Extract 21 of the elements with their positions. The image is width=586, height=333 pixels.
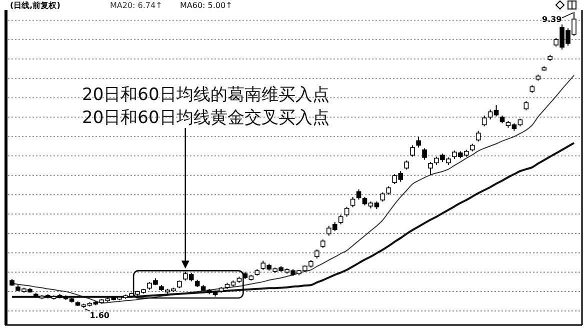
candlestick bbox=[404, 160, 409, 170]
annotation: 20日和60日均线的葛南维买入点 bbox=[82, 85, 330, 105]
text: MA60: 5.00↑ bbox=[180, 1, 232, 10]
annotation: 1.60 bbox=[90, 310, 110, 320]
text: MA20: 6.74↑ bbox=[110, 1, 162, 10]
candlestick bbox=[338, 214, 344, 225]
candlestick bbox=[524, 100, 529, 111]
chart-title: (日线,前复权) bbox=[10, 1, 60, 10]
candlestick bbox=[476, 130, 481, 142]
candlestick bbox=[416, 136, 421, 148]
annotation: 20日和60日均线黄金交叉买入点 bbox=[82, 108, 330, 128]
candlestick bbox=[356, 188, 362, 200]
candlestick bbox=[344, 206, 350, 218]
candlestick bbox=[482, 115, 487, 127]
candlestick bbox=[410, 144, 415, 158]
candlestick bbox=[350, 196, 356, 208]
candlestick bbox=[422, 148, 427, 160]
candlestick bbox=[314, 248, 320, 260]
candlestick bbox=[428, 161, 433, 176]
candlestick bbox=[380, 192, 386, 202]
annotation: 9.39 bbox=[542, 14, 562, 24]
